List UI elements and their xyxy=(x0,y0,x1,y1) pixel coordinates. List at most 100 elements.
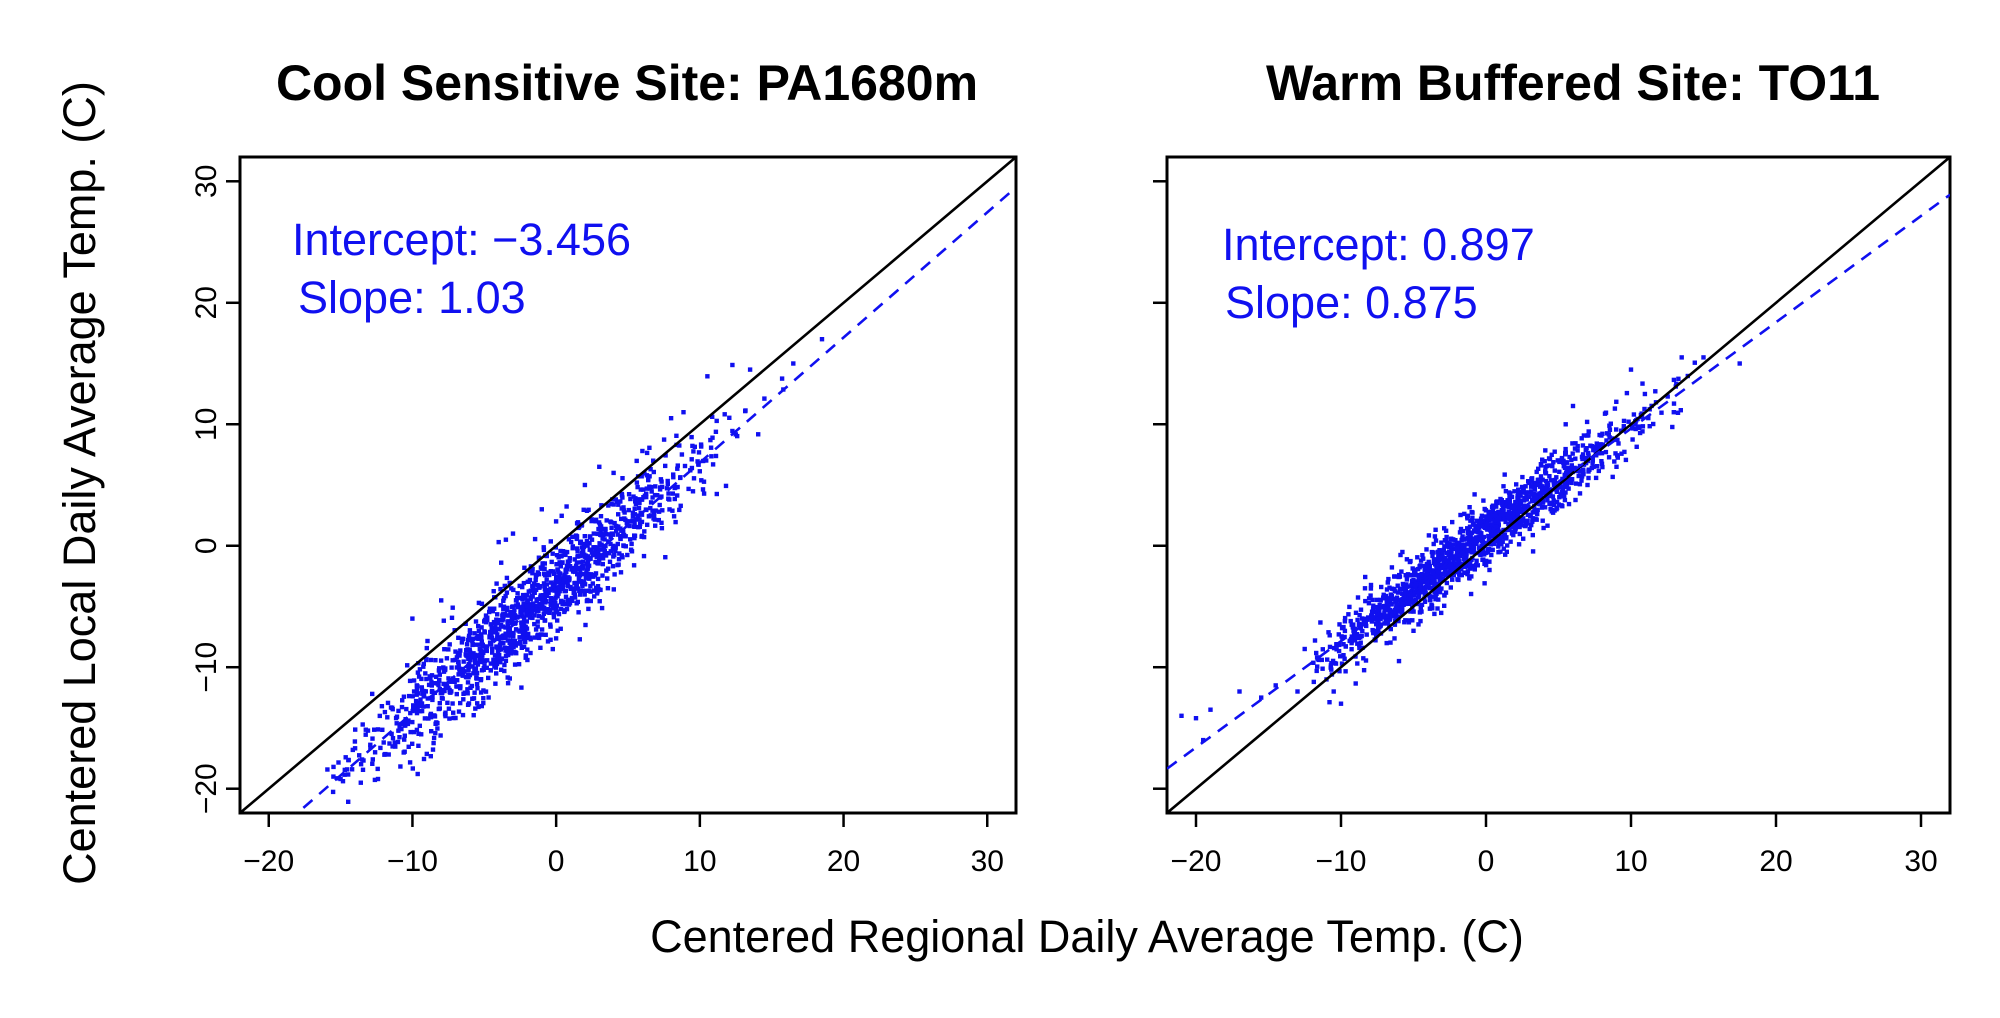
data-point xyxy=(481,688,486,693)
data-point xyxy=(419,732,424,737)
data-point xyxy=(1528,484,1534,489)
data-point xyxy=(595,560,600,566)
data-point xyxy=(1577,468,1582,474)
data-point xyxy=(1580,454,1585,459)
data-point xyxy=(484,665,489,670)
data-point xyxy=(1548,478,1554,483)
data-point xyxy=(1378,605,1383,610)
data-point xyxy=(1633,421,1638,426)
data-point xyxy=(1353,681,1358,686)
data-point xyxy=(696,450,702,455)
data-point xyxy=(1520,488,1526,493)
data-point xyxy=(1515,512,1520,517)
data-point xyxy=(559,560,565,565)
data-point xyxy=(1470,515,1475,520)
data-point xyxy=(616,557,622,562)
data-point xyxy=(363,732,368,737)
data-point xyxy=(1659,410,1664,415)
data-point xyxy=(490,646,495,651)
data-point xyxy=(524,592,529,598)
data-point xyxy=(582,592,587,597)
data-point xyxy=(352,739,358,744)
data-point xyxy=(590,581,595,586)
data-point xyxy=(1552,468,1557,473)
data-point xyxy=(457,666,462,671)
data-point xyxy=(509,586,514,591)
data-point xyxy=(1404,557,1410,562)
data-point xyxy=(1499,542,1504,547)
data-point xyxy=(1508,539,1513,544)
data-point xyxy=(519,624,524,629)
data-point xyxy=(1378,623,1383,629)
data-point xyxy=(1521,519,1526,524)
data-point xyxy=(1443,528,1449,533)
data-point xyxy=(633,501,639,507)
data-point xyxy=(429,673,435,678)
data-point xyxy=(1400,601,1405,607)
data-point xyxy=(563,594,569,599)
x-tick-label: 20 xyxy=(1759,845,1792,878)
data-point xyxy=(1647,424,1652,429)
data-point xyxy=(523,654,529,659)
data-point xyxy=(519,612,524,617)
data-point xyxy=(605,532,610,537)
data-point xyxy=(1577,491,1583,496)
data-point xyxy=(599,605,605,611)
data-point xyxy=(570,534,575,539)
data-point xyxy=(416,743,421,748)
data-point xyxy=(439,598,444,603)
data-point xyxy=(611,502,616,507)
data-point xyxy=(592,545,597,550)
data-point xyxy=(1615,453,1620,458)
data-point xyxy=(525,647,530,652)
data-point xyxy=(455,659,461,665)
data-point xyxy=(1619,428,1624,433)
data-point xyxy=(1692,360,1697,365)
data-point xyxy=(1545,498,1550,503)
data-point xyxy=(626,492,632,497)
data-point xyxy=(646,477,651,483)
data-point xyxy=(1469,557,1474,562)
data-point xyxy=(1554,499,1560,505)
data-point xyxy=(413,698,419,704)
data-point xyxy=(1479,523,1484,529)
data-point xyxy=(581,507,586,512)
data-point xyxy=(495,621,501,626)
data-point xyxy=(453,649,458,654)
data-point xyxy=(1516,487,1521,492)
data-point xyxy=(1368,586,1374,591)
data-point xyxy=(1465,526,1470,531)
data-point xyxy=(515,641,520,646)
data-point xyxy=(1208,707,1213,712)
data-point xyxy=(433,730,438,736)
x-tick-label: −20 xyxy=(1171,845,1222,878)
data-point xyxy=(509,615,514,620)
data-point xyxy=(1423,584,1429,589)
data-point xyxy=(689,457,694,462)
data-point xyxy=(1530,549,1536,554)
data-point xyxy=(1441,560,1446,565)
data-point xyxy=(387,741,392,746)
data-point xyxy=(555,609,560,614)
data-point xyxy=(650,508,655,513)
data-point xyxy=(659,520,664,525)
data-point xyxy=(463,652,468,657)
data-point xyxy=(648,513,653,518)
data-point xyxy=(1675,410,1681,415)
data-point xyxy=(1624,390,1630,396)
data-point xyxy=(1642,391,1648,397)
data-point xyxy=(1385,621,1391,626)
data-point xyxy=(1470,510,1475,515)
data-point xyxy=(592,594,597,599)
data-point xyxy=(510,639,515,644)
data-point xyxy=(1492,512,1498,517)
data-point xyxy=(487,606,493,611)
data-point xyxy=(1560,504,1565,509)
data-point xyxy=(1637,430,1643,436)
data-point xyxy=(1568,466,1573,471)
data-point xyxy=(1538,462,1544,467)
data-point xyxy=(587,541,592,546)
data-point xyxy=(509,651,514,656)
data-point xyxy=(574,582,579,587)
data-point xyxy=(589,537,595,542)
